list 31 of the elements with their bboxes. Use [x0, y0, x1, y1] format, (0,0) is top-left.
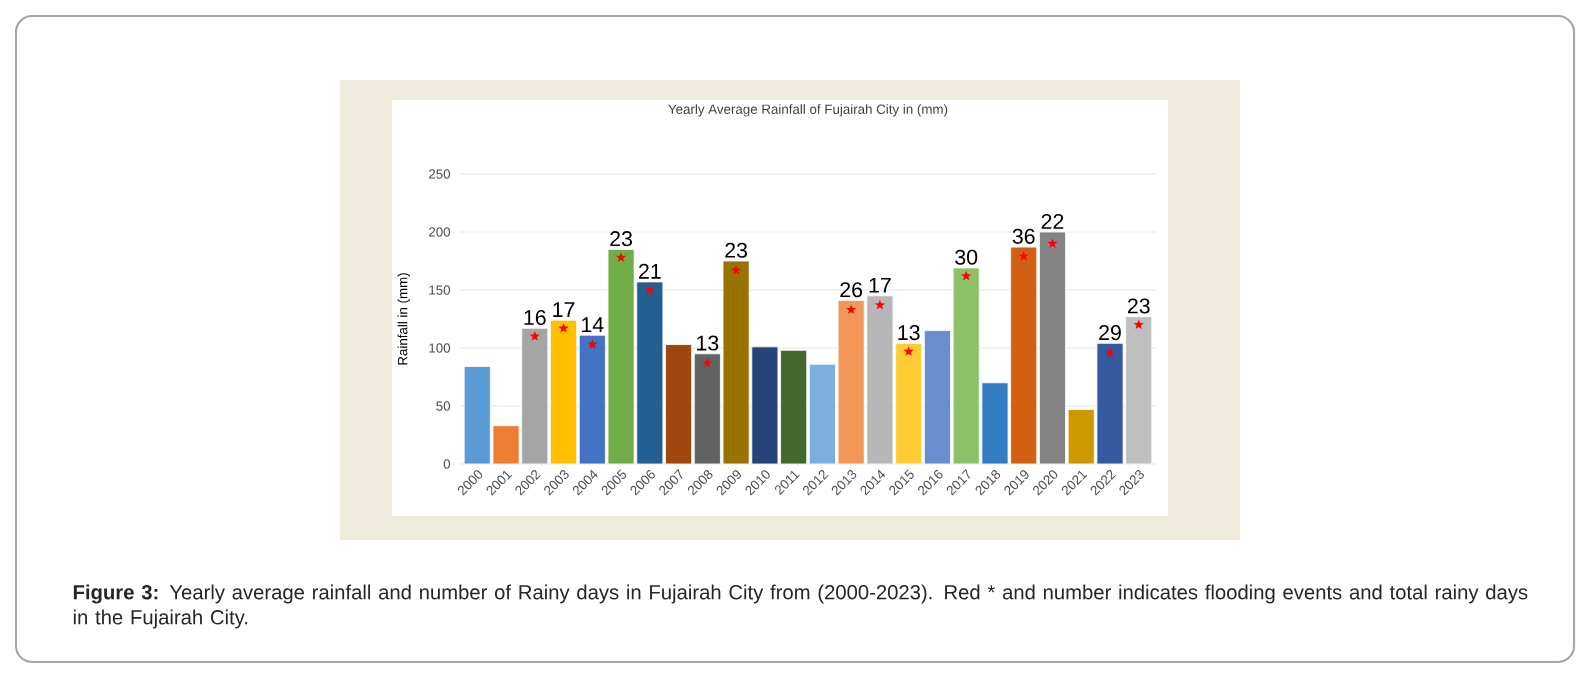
annotation: 17	[869, 277, 891, 293]
point	[587, 339, 598, 349]
text: Figure 3: Yearly average rainfall and number of Rainy days in Fujairah City from (2000-2023). Red * and number indicates flooding events and total rainy days in the Fujairah City.	[73, 584, 1528, 629]
annotation: 22	[1041, 213, 1064, 229]
point	[644, 284, 655, 295]
point	[846, 304, 857, 315]
annotation: 13	[898, 325, 920, 341]
annotation: 29	[1099, 325, 1121, 341]
point	[1104, 347, 1116, 357]
point	[903, 346, 914, 356]
annotation: 23	[1127, 298, 1150, 314]
point	[731, 264, 742, 275]
annotation: 13	[697, 335, 719, 351]
point	[558, 322, 569, 333]
point	[1047, 238, 1058, 248]
point	[1133, 319, 1144, 330]
point	[529, 331, 540, 341]
point	[1018, 251, 1029, 261]
annotation: 21	[639, 263, 661, 279]
annotation: 14	[582, 317, 604, 333]
annotation: 26	[840, 282, 863, 298]
annotation: 36	[1012, 228, 1035, 244]
point	[615, 252, 627, 262]
annotation: 23	[610, 231, 632, 247]
point	[702, 357, 713, 368]
annotation: 23	[725, 242, 748, 258]
point	[874, 299, 885, 310]
annotation: 17	[553, 302, 575, 317]
annotation: 30	[955, 249, 978, 265]
point	[961, 270, 972, 281]
annotation: 16	[524, 309, 546, 326]
